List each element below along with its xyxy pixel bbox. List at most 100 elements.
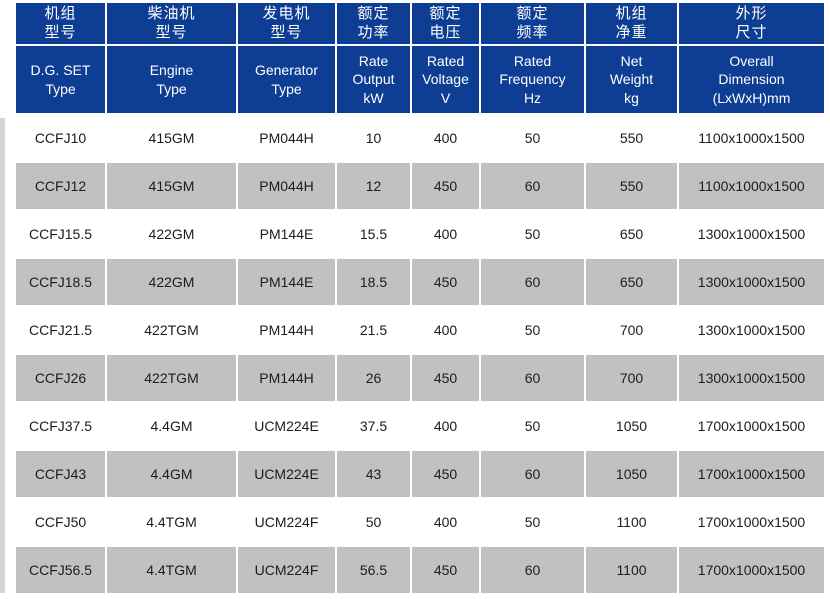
table-row: CCFJ56.5 4.4TGM UCM224F 56.5 450 60 1100 1700x1… bbox=[16, 547, 824, 593]
cell-engine-type: 4.4GM bbox=[107, 451, 236, 497]
header-line: 型号 bbox=[270, 23, 303, 41]
cell-dg-set-type: CCFJ43 bbox=[16, 451, 105, 497]
cell-rated-frequency: 50 bbox=[481, 499, 584, 545]
header-line: Rate bbox=[358, 53, 389, 70]
cell-rated-frequency: 50 bbox=[481, 307, 584, 353]
header-line: 频率 bbox=[516, 23, 549, 41]
cell-overall-dimension: 1700x1000x1500 bbox=[679, 499, 824, 545]
header-cell-dg-set-type-cn: 机组 型号 bbox=[16, 3, 105, 44]
cell-dg-set-type: CCFJ37.5 bbox=[16, 403, 105, 449]
header-line: 发电机 bbox=[262, 4, 311, 22]
header-line: Net bbox=[620, 53, 643, 70]
cell-rate-output: 56.5 bbox=[337, 547, 410, 593]
page-edge-divider bbox=[0, 118, 5, 593]
table-row: CCFJ10 415GM PM044H 10 400 50 550 1100x1000x150… bbox=[16, 115, 824, 161]
cell-generator-type: UCM224E bbox=[238, 451, 335, 497]
header-line: Dimension bbox=[718, 71, 785, 88]
cell-dg-set-type: CCFJ50 bbox=[16, 499, 105, 545]
cell-rate-output: 50 bbox=[337, 499, 410, 545]
cell-overall-dimension: 1300x1000x1500 bbox=[679, 211, 824, 257]
header-cell-dg-set-type-en: D.G. SET Type bbox=[16, 46, 105, 113]
cell-rated-voltage: 450 bbox=[412, 451, 479, 497]
header-line: Overall bbox=[729, 53, 774, 70]
cell-rated-voltage: 450 bbox=[412, 163, 479, 209]
cell-rated-voltage: 400 bbox=[412, 115, 479, 161]
header-line: Type bbox=[156, 80, 187, 97]
header-line: 柴油机 bbox=[147, 4, 196, 22]
cell-overall-dimension: 1700x1000x1500 bbox=[679, 547, 824, 593]
cell-net-weight: 700 bbox=[586, 307, 677, 353]
cell-rate-output: 43 bbox=[337, 451, 410, 497]
cell-generator-type: PM144H bbox=[238, 307, 335, 353]
header-line: Hz bbox=[523, 89, 542, 106]
header-line: V bbox=[440, 89, 451, 106]
header-row-en: D.G. SET Type Engine Type Generator Type Rate O… bbox=[16, 46, 824, 113]
header-line: 净重 bbox=[615, 23, 648, 41]
header-cell-net-weight-en: Net Weight kg bbox=[586, 46, 677, 113]
cell-rated-frequency: 60 bbox=[481, 451, 584, 497]
cell-rated-frequency: 60 bbox=[481, 355, 584, 401]
cell-rated-frequency: 60 bbox=[481, 259, 584, 305]
cell-rate-output: 18.5 bbox=[337, 259, 410, 305]
cell-dg-set-type: CCFJ18.5 bbox=[16, 259, 105, 305]
cell-rated-frequency: 60 bbox=[481, 163, 584, 209]
header-cell-overall-dimension-cn: 外形 尺寸 bbox=[679, 3, 824, 44]
header-line: 额定 bbox=[357, 4, 390, 22]
cell-rated-voltage: 400 bbox=[412, 403, 479, 449]
header-line: 功率 bbox=[357, 23, 390, 41]
header-line: (LxWxH)mm bbox=[712, 89, 791, 106]
header-line: Type bbox=[45, 80, 76, 97]
cell-rated-voltage: 400 bbox=[412, 499, 479, 545]
cell-engine-type: 422TGM bbox=[107, 307, 236, 353]
cell-generator-type: PM044H bbox=[238, 115, 335, 161]
header-line: kW bbox=[363, 89, 384, 106]
header-line: kg bbox=[624, 89, 639, 106]
cell-overall-dimension: 1700x1000x1500 bbox=[679, 451, 824, 497]
cell-generator-type: PM144E bbox=[238, 211, 335, 257]
cell-rated-voltage: 400 bbox=[412, 307, 479, 353]
cell-dg-set-type: CCFJ15.5 bbox=[16, 211, 105, 257]
table-row: CCFJ15.5 422GM PM144E 15.5 400 50 650 1300x1000… bbox=[16, 211, 824, 257]
cell-net-weight: 550 bbox=[586, 115, 677, 161]
cell-net-weight: 550 bbox=[586, 163, 677, 209]
cell-rated-frequency: 50 bbox=[481, 115, 584, 161]
cell-overall-dimension: 1700x1000x1500 bbox=[679, 403, 824, 449]
cell-dg-set-type: CCFJ26 bbox=[16, 355, 105, 401]
table-row: CCFJ26 422TGM PM144H 26 450 60 700 1300x1000x15… bbox=[16, 355, 824, 401]
header-line: Frequency bbox=[499, 71, 566, 88]
cell-dg-set-type: CCFJ12 bbox=[16, 163, 105, 209]
header-line: Type bbox=[271, 80, 302, 97]
header-line: Voltage bbox=[422, 71, 469, 88]
cell-engine-type: 415GM bbox=[107, 115, 236, 161]
header-line: 额定 bbox=[429, 4, 462, 22]
cell-rate-output: 15.5 bbox=[337, 211, 410, 257]
header-line: D.G. SET bbox=[30, 62, 91, 79]
header-line: Engine bbox=[149, 62, 194, 79]
cell-rate-output: 21.5 bbox=[337, 307, 410, 353]
table-row: CCFJ12 415GM PM044H 12 450 60 550 1100x1000x150… bbox=[16, 163, 824, 209]
header-line: 机组 bbox=[44, 4, 77, 22]
cell-rated-voltage: 450 bbox=[412, 259, 479, 305]
header-cell-engine-type-cn: 柴油机 型号 bbox=[107, 3, 236, 44]
cell-rate-output: 12 bbox=[337, 163, 410, 209]
header-cell-rate-output-en: Rate Output kW bbox=[337, 46, 410, 113]
cell-rate-output: 10 bbox=[337, 115, 410, 161]
header-cell-engine-type-en: Engine Type bbox=[107, 46, 236, 113]
cell-rated-frequency: 60 bbox=[481, 547, 584, 593]
cell-engine-type: 4.4TGM bbox=[107, 499, 236, 545]
cell-dg-set-type: CCFJ10 bbox=[16, 115, 105, 161]
cell-engine-type: 422GM bbox=[107, 211, 236, 257]
cell-rated-voltage: 450 bbox=[412, 547, 479, 593]
cell-net-weight: 650 bbox=[586, 211, 677, 257]
header-line: Generator bbox=[254, 62, 319, 79]
cell-rated-frequency: 50 bbox=[481, 403, 584, 449]
cell-overall-dimension: 1300x1000x1500 bbox=[679, 355, 824, 401]
header-line: Rated bbox=[426, 53, 465, 70]
header-line: 外形 bbox=[735, 4, 768, 22]
header-line: 电压 bbox=[429, 23, 462, 41]
cell-rate-output: 37.5 bbox=[337, 403, 410, 449]
cell-generator-type: UCM224E bbox=[238, 403, 335, 449]
header-line: 机组 bbox=[615, 4, 648, 22]
generator-spec-table: 机组 型号 柴油机 型号 发电机 型号 额定 功率 额定 电压 额定 频率 机组 净重 外形 尺寸 D.G. S… bbox=[16, 3, 824, 595]
cell-generator-type: PM144E bbox=[238, 259, 335, 305]
